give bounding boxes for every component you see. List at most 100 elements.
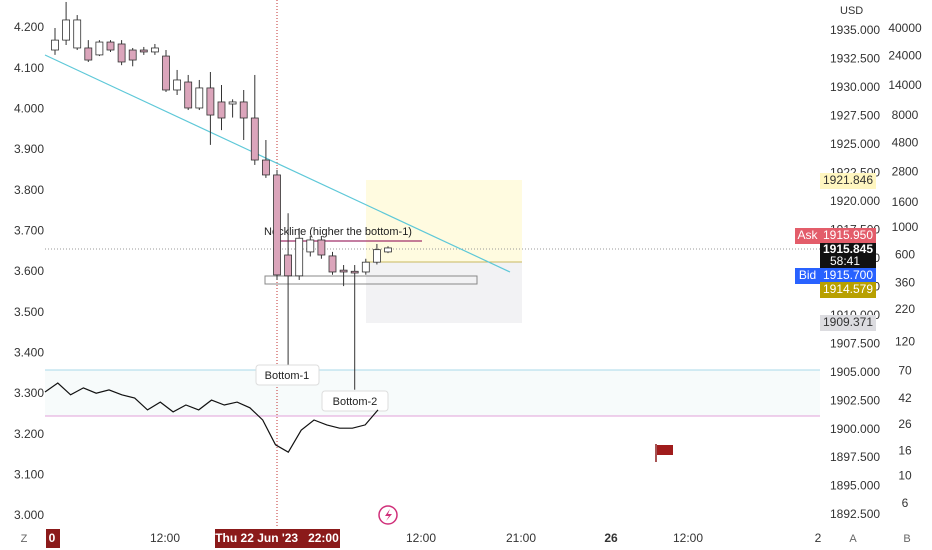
y-tick-label: 1897.500: [830, 450, 880, 464]
x-tick-label: 12:00: [673, 531, 703, 545]
y2-tick-label: 4.000: [14, 102, 44, 116]
y-tick-label: 1930.000: [830, 80, 880, 94]
y3-tick-label: 120: [895, 335, 915, 349]
y-tick-label: 1907.500: [830, 336, 880, 350]
y3-tick-label: 360: [895, 275, 915, 289]
price-tag-label: 1921.846: [823, 173, 873, 187]
y-tick-label: 1927.500: [830, 109, 880, 123]
candle-body: [128, 49, 137, 61]
candle-body: [273, 174, 281, 276]
candle-body: [117, 43, 126, 63]
candle-body: [206, 87, 215, 116]
candle-body: [73, 19, 82, 49]
candle-body: [384, 247, 392, 253]
candle-body: [51, 39, 59, 51]
y-tick-label: 1905.000: [830, 365, 880, 379]
candle-body: [162, 55, 170, 91]
y3-tick-label: 6: [902, 496, 909, 510]
oscillator-line: [44, 382, 379, 454]
price-tag: [795, 228, 820, 244]
y3-tick-label: 10: [898, 469, 912, 483]
candle-body: [317, 239, 326, 256]
neckline-box: [264, 275, 478, 285]
y-tick-label: 1920.000: [830, 194, 880, 208]
y-tick-label: 1935.000: [830, 23, 880, 37]
oscillator-band: [45, 370, 820, 416]
y2-tick-label: 3.700: [14, 224, 44, 238]
event-icon[interactable]: [378, 505, 398, 525]
y-tick-label: 1902.500: [830, 393, 880, 407]
y3-tick-label: 26: [898, 417, 912, 431]
y2-tick-label: 3.400: [14, 346, 44, 360]
axis-button[interactable]: B: [903, 533, 910, 545]
y3-tick-label: 14000: [888, 78, 922, 92]
price-tag-label: 1915.700: [823, 268, 873, 282]
last-price: 1915.845: [823, 242, 873, 256]
y-tick-label: 1900.000: [830, 422, 880, 436]
y3-tick-label: 1600: [892, 195, 919, 209]
price-tag-label: Bid: [799, 268, 816, 282]
bottom1-box: [255, 364, 320, 386]
candle-body: [328, 255, 337, 273]
price-tag-label: 1914.579: [823, 282, 873, 296]
candle-body: [372, 249, 381, 263]
trend-line: [44, 54, 511, 273]
price-tag: [820, 228, 876, 244]
x-tick-label: 12:00: [406, 531, 436, 545]
price-tag: [795, 268, 820, 284]
x-tick-label: 21:00: [506, 531, 536, 545]
price-tag-label: Ask: [797, 228, 818, 242]
y3-tick-label: 16: [898, 443, 912, 457]
y3-tick-label: 42: [898, 391, 912, 405]
y-tick-label: 1895.000: [830, 479, 880, 493]
y-tick-label: 1925.000: [830, 137, 880, 151]
candle-body: [173, 79, 182, 91]
price-tag: [820, 282, 876, 298]
y3-tick-label: 24000: [888, 49, 922, 63]
candle-body: [350, 270, 359, 274]
y3-tick-label: 220: [895, 302, 915, 316]
last-price-box: [820, 243, 876, 269]
candle-body: [106, 41, 115, 51]
axis-button[interactable]: A: [849, 533, 857, 545]
y2-tick-label: 3.100: [14, 468, 44, 482]
candle-body: [239, 101, 248, 119]
axis-button[interactable]: Z: [21, 533, 28, 545]
price-tag: [820, 268, 876, 284]
candle-body: [195, 87, 204, 109]
countdown: 58:41: [830, 254, 860, 268]
y3-tick-label: 4800: [892, 136, 919, 150]
price-tag-label: 1915.950: [823, 228, 873, 242]
candle-body: [250, 117, 259, 161]
candle-body: [306, 239, 315, 253]
y3-tick-label: 600: [895, 248, 915, 262]
neckline-label: Neckline (higher the bottom-1): [264, 226, 412, 238]
bottom2-label: Bottom-2: [333, 396, 378, 408]
candle-body: [184, 81, 193, 109]
y2-tick-label: 3.200: [14, 427, 44, 441]
candle-body: [228, 101, 237, 105]
bottom1-label: Bottom-1: [265, 370, 310, 382]
y2-tick-label: 4.200: [14, 20, 44, 34]
candle-body: [84, 47, 93, 61]
y3-tick-label: 8000: [892, 108, 919, 122]
candle-body: [150, 47, 159, 53]
candle-body: [295, 237, 304, 277]
candle-body: [139, 49, 148, 53]
crosshair-label-box: [215, 529, 340, 548]
price-tag-label: 1909.371: [823, 315, 873, 329]
x-tick-label: 12:00: [150, 531, 180, 545]
x-tick-label: 2: [815, 531, 822, 545]
x-tick-label: 26: [604, 531, 618, 545]
crosshair-label: Thu 22 Jun '23 22:00: [215, 531, 339, 545]
candle-body: [284, 254, 293, 277]
target-zone: [366, 180, 522, 262]
y2-tick-label: 4.100: [14, 61, 44, 75]
y2-tick-label: 3.500: [14, 305, 44, 319]
candle-body: [361, 261, 370, 273]
currency: USD: [840, 5, 863, 17]
y3-tick-label: 2800: [892, 165, 919, 179]
bottom2-box: [321, 390, 389, 412]
y3-tick-label: 40000: [888, 21, 922, 35]
